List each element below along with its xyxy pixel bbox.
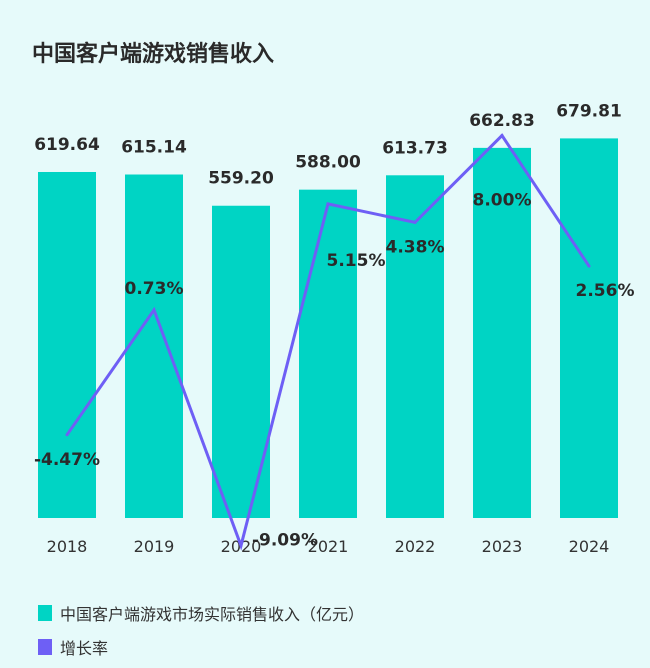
growth-label-2021: 5.15% — [327, 251, 386, 271]
bar-2022 — [386, 175, 444, 519]
growth-point-2021 — [326, 202, 330, 206]
growth-label-2024: 2.56% — [576, 281, 635, 301]
growth-label-2019: 0.73% — [125, 279, 184, 299]
legend-swatch-growth — [38, 639, 52, 655]
legend-item-revenue: 中国客户端游戏市场实际销售收入（亿元） — [38, 596, 364, 630]
bar-label-2018: 619.64 — [34, 135, 100, 155]
bar-label-2021: 588.00 — [295, 153, 361, 173]
bar-label-2020: 559.20 — [208, 169, 274, 189]
x-tick-2018: 2018 — [47, 537, 88, 556]
bar-2018 — [38, 171, 96, 518]
legend-label-growth: 增长率 — [60, 639, 109, 658]
bar-label-2024: 679.81 — [556, 101, 622, 121]
bar-label-2022: 613.73 — [382, 138, 448, 158]
chart-title: 中国客户端游戏销售收入 — [32, 42, 275, 67]
bar-2021 — [299, 189, 357, 518]
x-tick-2023: 2023 — [482, 537, 523, 556]
growth-point-2020 — [239, 544, 243, 548]
chart: 619.642018615.142019559.202020588.002021… — [34, 101, 635, 556]
growth-label-2020: -9.09% — [252, 531, 318, 551]
bar-label-2023: 662.83 — [469, 111, 535, 131]
x-tick-2021: 2021 — [308, 537, 349, 556]
x-tick-2022: 2022 — [395, 537, 436, 556]
x-tick-2019: 2019 — [134, 537, 175, 556]
legend-swatch-revenue — [38, 605, 52, 621]
bar-label-2019: 615.14 — [121, 138, 187, 158]
legend-label-revenue: 中国客户端游戏市场实际销售收入（亿元） — [60, 605, 365, 624]
growth-point-2018 — [65, 433, 69, 437]
legend: 中国客户端游戏市场实际销售收入（亿元） 增长率 — [38, 596, 364, 664]
x-tick-2024: 2024 — [569, 537, 610, 556]
growth-point-2019 — [152, 308, 156, 312]
growth-label-2023: 8.00% — [473, 191, 532, 211]
bar-2024 — [560, 138, 618, 518]
legend-item-growth: 增长率 — [38, 630, 364, 664]
growth-point-2023 — [500, 134, 504, 138]
bar-2023 — [473, 147, 531, 518]
bar-2019 — [125, 174, 183, 518]
growth-point-2024 — [587, 264, 591, 268]
growth-label-2022: 4.38% — [386, 237, 445, 257]
growth-label-2018: -4.47% — [34, 450, 100, 470]
growth-point-2022 — [413, 220, 417, 224]
